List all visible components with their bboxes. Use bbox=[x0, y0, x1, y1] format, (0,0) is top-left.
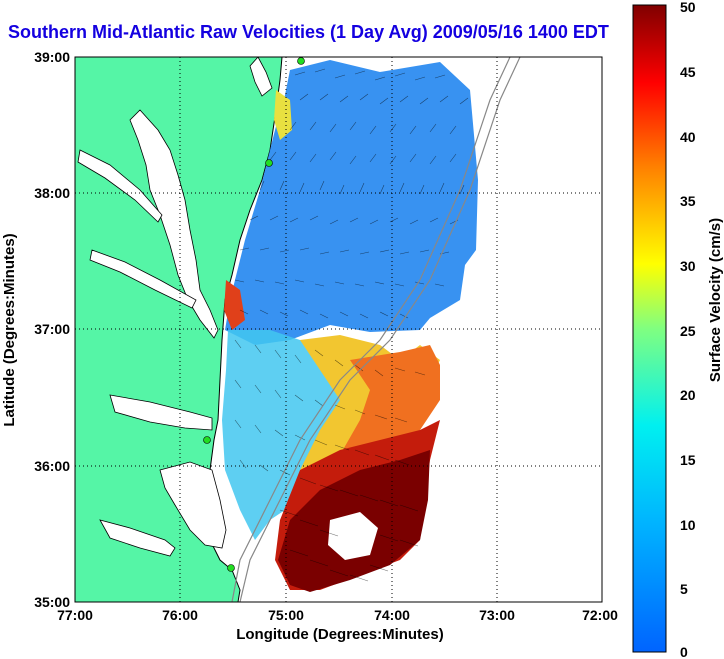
vector-lines-south bbox=[234, 339, 426, 582]
y-tick-1: 38:00 bbox=[34, 185, 70, 201]
pamlico-sound bbox=[159, 461, 227, 549]
colorbar-tick-25: 25 bbox=[680, 323, 696, 339]
x-tick-5: 72:00 bbox=[582, 607, 618, 623]
bathymetry-line-2 bbox=[239, 57, 521, 602]
colorbar-tick-20: 20 bbox=[680, 387, 696, 403]
potomac-river bbox=[77, 149, 163, 223]
vector-lines-north bbox=[289, 68, 469, 135]
colorbar-tick-50: 50 bbox=[680, 0, 696, 15]
station-marker-1[interactable] bbox=[297, 57, 305, 65]
colorbar-tick-15: 15 bbox=[680, 452, 696, 468]
colorbar-tick-30: 30 bbox=[680, 258, 696, 274]
chesapeake-bay bbox=[129, 109, 219, 339]
x-tick-2: 75:00 bbox=[268, 607, 304, 623]
colorbar bbox=[632, 4, 667, 653]
y-tick-2: 37:00 bbox=[34, 321, 70, 337]
colorbar-tick-35: 35 bbox=[680, 193, 696, 209]
chart-title: Southern Mid-Atlantic Raw Velocities (1 … bbox=[8, 22, 609, 42]
bathymetry-line-1 bbox=[231, 57, 511, 602]
y-axis-label: Latitude (Degrees:Minutes) bbox=[1, 233, 18, 426]
x-tick-1: 76:00 bbox=[162, 607, 198, 623]
x-tick-0: 77:00 bbox=[57, 607, 93, 623]
colorbar-tick-45: 45 bbox=[680, 64, 696, 80]
neuse-river bbox=[99, 519, 176, 557]
x-tick-3: 74:00 bbox=[374, 607, 410, 623]
colorbar-tick-40: 40 bbox=[680, 129, 696, 145]
bathymetry-lines bbox=[231, 57, 521, 602]
colorbar-label: Surface Velocity (cm/s) bbox=[707, 218, 724, 382]
velocity-field-gap bbox=[328, 512, 378, 560]
vector-lines-mid bbox=[234, 151, 465, 319]
station-marker-3[interactable] bbox=[203, 436, 211, 444]
james-river bbox=[89, 249, 197, 309]
stations bbox=[203, 57, 305, 572]
x-tick-4: 73:00 bbox=[479, 607, 515, 623]
x-axis-label: Longitude (Degrees:Minutes) bbox=[236, 626, 444, 643]
y-tick-3: 36:00 bbox=[34, 458, 70, 474]
colorbar-tick-0: 0 bbox=[680, 644, 688, 659]
y-tick-0: 39:00 bbox=[34, 49, 70, 65]
velocity-field-coast-yellow bbox=[274, 90, 292, 140]
y-tick-4: 35:00 bbox=[34, 594, 70, 610]
velocity-field-coast-red bbox=[224, 280, 245, 330]
albemarle-sound bbox=[109, 394, 213, 431]
velocity-vectors bbox=[234, 68, 469, 582]
station-marker-2[interactable] bbox=[265, 159, 273, 167]
colorbar-tick-5: 5 bbox=[680, 581, 688, 597]
colorbar-tick-10: 10 bbox=[680, 517, 696, 533]
colorbar-ticks: 50 45 40 35 30 25 20 15 10 5 0 bbox=[680, 0, 696, 659]
plot-frame bbox=[74, 56, 603, 603]
station-marker-4[interactable] bbox=[227, 564, 235, 572]
delaware-bay bbox=[249, 57, 273, 97]
grid-lines bbox=[75, 57, 602, 602]
